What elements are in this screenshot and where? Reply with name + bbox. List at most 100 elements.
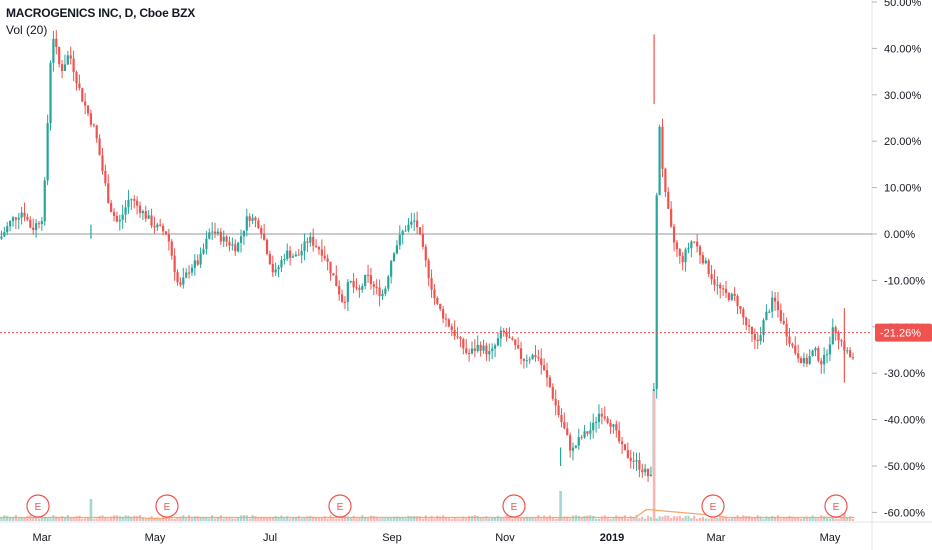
candle-body xyxy=(600,413,603,417)
candle-body xyxy=(0,236,3,239)
volume-bar xyxy=(323,516,326,521)
candle-body xyxy=(491,348,494,352)
candle-body xyxy=(401,231,404,236)
volume-bar xyxy=(263,517,266,521)
earnings-label: E xyxy=(511,502,518,513)
candle-body xyxy=(453,330,456,337)
volume-bar xyxy=(759,516,762,521)
candle-body xyxy=(846,350,849,352)
volume-bar xyxy=(153,517,156,521)
candle-body xyxy=(23,212,26,217)
candle-body xyxy=(534,354,537,358)
candle-body xyxy=(257,220,260,228)
candle-body xyxy=(837,332,840,341)
volume-bar xyxy=(467,515,471,521)
volume-bar xyxy=(479,517,482,521)
candle-body xyxy=(825,354,829,356)
candle-body xyxy=(55,38,58,47)
volume-bar xyxy=(366,518,370,521)
candle-body xyxy=(849,350,852,358)
candle-body xyxy=(11,217,15,221)
volume-bar xyxy=(727,518,730,521)
volume-bar xyxy=(107,518,110,521)
volume-bar xyxy=(571,515,575,521)
candle-body xyxy=(753,334,756,340)
candle-body xyxy=(609,422,612,427)
candle-body xyxy=(182,277,185,285)
candle-body xyxy=(346,282,349,302)
volume-bar xyxy=(124,515,127,521)
volume-bar xyxy=(620,516,624,521)
candle-body xyxy=(704,260,707,264)
earnings-label: E xyxy=(833,502,840,513)
volume-bar xyxy=(190,518,194,521)
volume-bar xyxy=(583,515,586,521)
x-tick-label: Sep xyxy=(382,532,402,544)
candle-body xyxy=(248,216,251,221)
volume-bar xyxy=(314,517,318,521)
candle-body xyxy=(698,246,702,256)
volume-bar xyxy=(46,517,49,521)
candle-body xyxy=(164,231,168,235)
volume-bar xyxy=(733,516,736,521)
candle-body xyxy=(456,336,459,338)
candle-body xyxy=(133,199,136,201)
candle-body xyxy=(14,217,17,220)
candle-body xyxy=(727,293,730,300)
candle-body xyxy=(277,267,280,270)
candle-body xyxy=(675,242,679,250)
candle-body xyxy=(707,260,710,274)
earnings-circle xyxy=(26,494,50,518)
candle-body xyxy=(551,386,554,399)
candle-body xyxy=(147,215,150,219)
candle-body xyxy=(6,226,9,233)
volume-bar xyxy=(395,516,399,521)
volume-bar xyxy=(557,518,560,521)
volume-bar xyxy=(597,518,601,521)
earnings-circle xyxy=(824,494,848,518)
volume-bar xyxy=(600,516,603,521)
candle-body xyxy=(522,358,526,361)
volume-bar xyxy=(407,515,410,521)
candle-body xyxy=(107,183,110,203)
volume-bar xyxy=(563,516,566,521)
volume-bar xyxy=(690,518,693,521)
candle-body xyxy=(531,354,534,360)
volume-bar xyxy=(26,515,29,521)
x-tick-label: Jul xyxy=(263,532,277,544)
candle-body xyxy=(92,124,95,126)
y-tick-label: -30.00% xyxy=(884,368,925,380)
candle-body xyxy=(413,220,416,222)
volume-bar xyxy=(664,515,667,521)
volume-bar xyxy=(332,518,335,521)
volume-bar xyxy=(239,515,243,521)
volume-bar xyxy=(387,517,390,521)
last-price-label: -21.26% xyxy=(880,328,921,340)
candle-body xyxy=(782,321,785,324)
candle-body xyxy=(98,138,101,156)
candle-body xyxy=(407,224,410,231)
x-tick-label: Mar xyxy=(707,532,726,544)
volume-bar xyxy=(340,517,344,521)
y-tick-label: 30.00% xyxy=(884,90,922,102)
volume-bar xyxy=(37,518,41,521)
y-tick-label: 40.00% xyxy=(884,43,922,55)
candles xyxy=(0,30,855,521)
volume-bar xyxy=(817,518,820,521)
volume-bar xyxy=(121,517,124,521)
candle-body xyxy=(543,365,546,371)
volume-bar xyxy=(698,517,702,521)
candle-body xyxy=(447,319,450,327)
volume-bar xyxy=(378,518,381,521)
volume-bar xyxy=(678,515,681,521)
volume-bar xyxy=(11,517,15,521)
candle-body xyxy=(427,260,430,279)
candle-body xyxy=(340,294,344,302)
volume-bar xyxy=(716,518,719,521)
candle-body xyxy=(52,38,55,63)
y-tick-label: 0.00% xyxy=(884,229,915,241)
volume-bar xyxy=(580,517,583,521)
candle-body xyxy=(228,241,231,246)
chart-header: MACROGENICS INC, D, Cboe BZX Vol (20) xyxy=(6,6,195,37)
